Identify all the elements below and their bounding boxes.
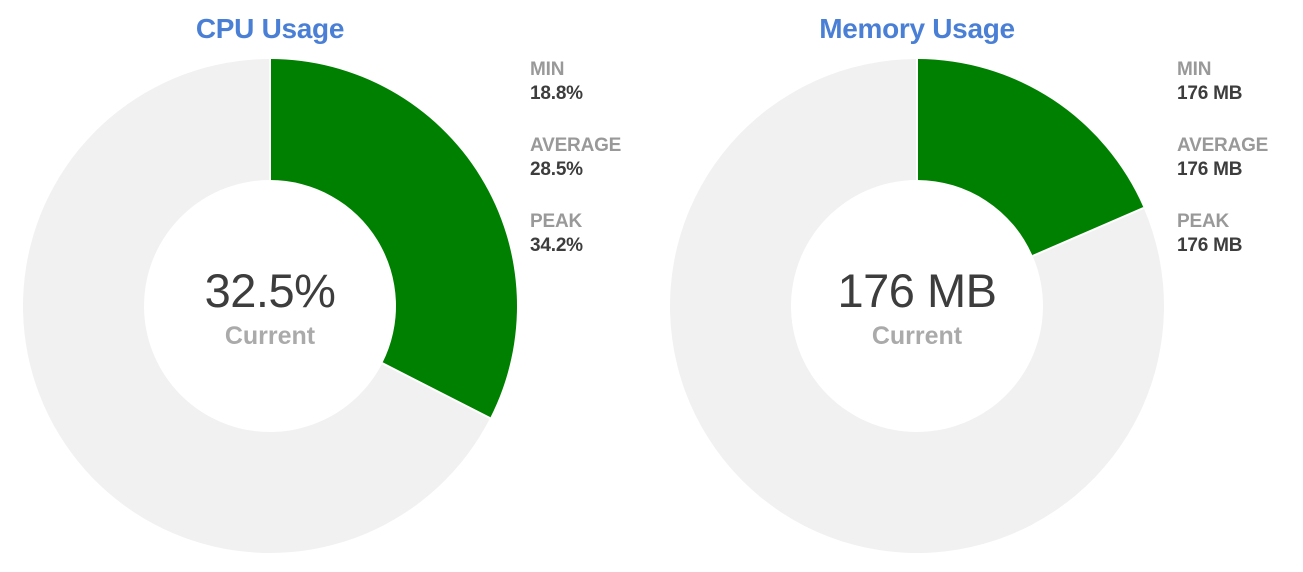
memory-current-value: 176 MB <box>837 264 997 317</box>
cpu-remaining-slice <box>22 59 491 553</box>
memory-usage-panel: Memory Usage 176 MB Current MIN 176 MB A… <box>647 0 1297 572</box>
cpu-stat-min: MIN 18.8% <box>530 58 648 134</box>
cpu-stat-peak-label: PEAK <box>530 211 582 232</box>
memory-stat-min: MIN 176 MB <box>1177 58 1295 134</box>
cpu-usage-donut-chart <box>22 59 517 553</box>
memory-stat-average-label: AVERAGE <box>1177 135 1269 156</box>
cpu-slice-separator-1 <box>381 362 491 420</box>
memory-stat-average-value: 176 MB <box>1177 159 1243 180</box>
memory-stat-peak-value: 176 MB <box>1177 235 1243 256</box>
memory-slice-separator-1 <box>1032 206 1145 257</box>
cpu-stat-min-label: MIN <box>530 59 565 80</box>
memory-usage-donut-chart <box>670 59 1164 553</box>
cpu-current-value: 32.5% <box>204 264 336 317</box>
cpu-stat-average-label: AVERAGE <box>530 135 622 156</box>
memory-current-caption: Current <box>871 322 963 350</box>
cpu-stats-list: MIN 18.8% AVERAGE 28.5% PEAK 34.2% <box>530 58 648 286</box>
memory-stat-peak: PEAK 176 MB <box>1177 210 1295 286</box>
cpu-usage-title: CPU Usage <box>195 13 345 44</box>
memory-remaining-slice <box>670 59 1164 553</box>
cpu-current-caption: Current <box>224 322 316 350</box>
memory-used-slice <box>917 59 1144 256</box>
memory-stat-average: AVERAGE 176 MB <box>1177 134 1295 210</box>
cpu-used-slice <box>270 59 517 419</box>
cpu-stat-peak: PEAK 34.2% <box>530 210 648 286</box>
cpu-stat-average: AVERAGE 28.5% <box>530 134 648 210</box>
memory-stat-min-label: MIN <box>1177 59 1212 80</box>
cpu-stat-peak-value: 34.2% <box>530 235 583 256</box>
memory-stat-peak-label: PEAK <box>1177 211 1229 232</box>
cpu-usage-panel: CPU Usage 32.5% Current MIN 18.8% AVERAG… <box>0 0 650 572</box>
cpu-stat-min-value: 18.8% <box>530 83 583 104</box>
memory-usage-title: Memory Usage <box>819 13 1015 44</box>
memory-stat-min-value: 176 MB <box>1177 83 1243 104</box>
memory-stats-list: MIN 176 MB AVERAGE 176 MB PEAK 176 MB <box>1177 58 1295 286</box>
cpu-stat-average-value: 28.5% <box>530 159 583 180</box>
